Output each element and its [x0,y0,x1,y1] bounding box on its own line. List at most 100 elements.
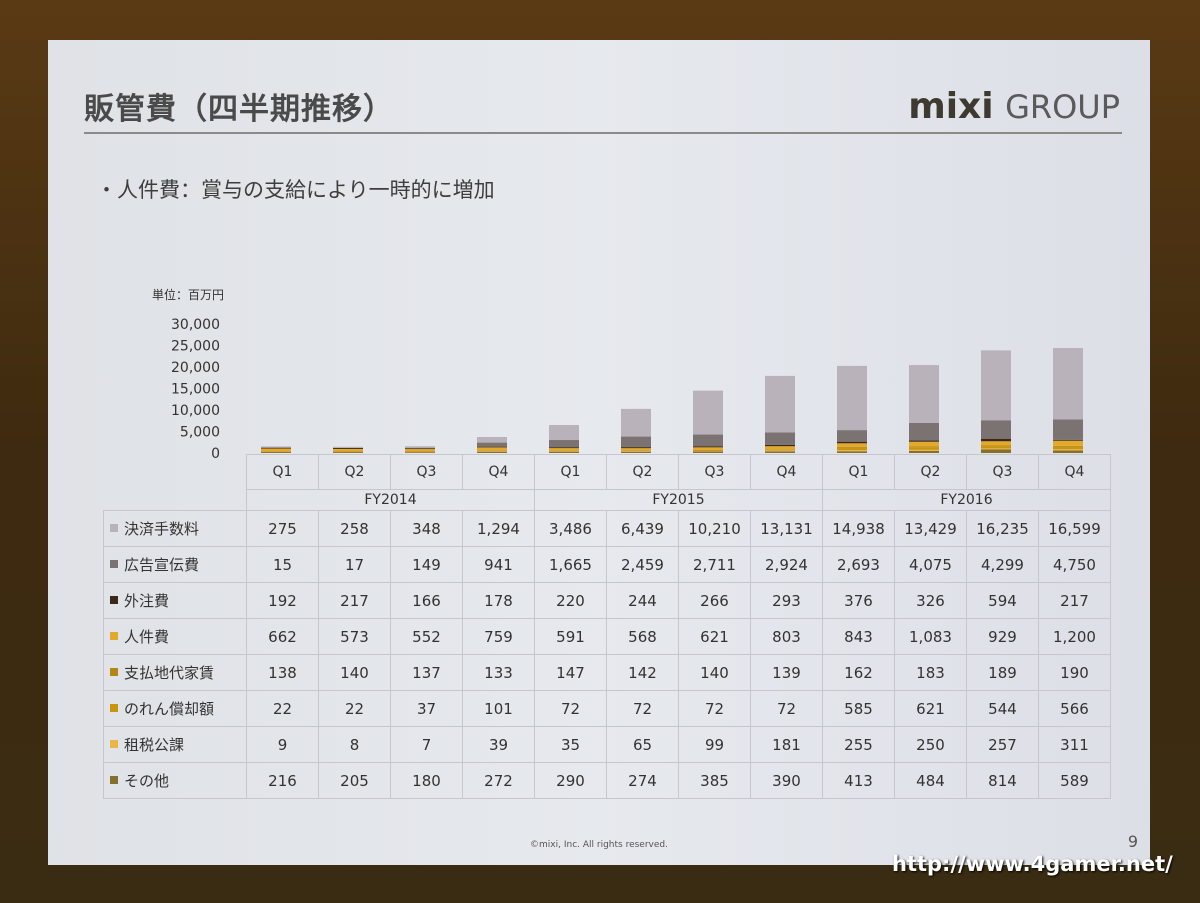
bar-segment [621,450,651,452]
bar-segment [405,452,435,453]
title-divider [84,132,1122,134]
bar-segment [261,447,291,449]
legend-swatch [110,704,118,712]
value-cell: 72 [606,690,679,727]
bar-segment [621,451,651,453]
bar-segment [837,430,867,442]
bar-segment [765,446,795,450]
series-name: 決済手数料 [124,520,200,538]
legend-swatch [110,596,118,604]
legend-swatch [110,740,118,748]
value-cell: 72 [750,690,823,727]
y-tick-label: 25,000 [171,339,220,355]
value-cell: 72 [534,690,607,727]
series-label: 人件費 [103,618,247,655]
value-cell: 183 [894,654,967,691]
value-cell: 137 [390,654,463,691]
bar-segment [477,442,507,447]
value-cell: 413 [822,762,895,799]
value-cell: 941 [462,546,535,583]
value-cell: 1,294 [462,510,535,547]
value-cell: 138 [246,654,319,691]
value-cell: 140 [678,654,751,691]
legend-swatch [110,776,118,784]
table-row: 租税公課 9 8 7 39 35 65 99 181 255 250 257 311 [103,726,1111,763]
unit-label: 単位：百万円 [152,288,225,302]
series-label: 広告宣伝費 [103,546,247,583]
value-cell: 594 [966,582,1039,619]
legend-swatch [110,632,118,640]
bar-segment [909,450,939,453]
value-cell: 275 [246,510,319,547]
bar-segment [981,420,1011,439]
bar-segment [693,451,723,453]
quarter-label: Q1 [822,454,895,490]
bar-segment [477,446,507,448]
series-name: その他 [124,772,170,790]
mixi-group-logo: mixi GROUP [908,86,1120,127]
bar-segment [549,440,579,448]
bar-segment [333,451,363,452]
bar-segment [549,447,579,449]
value-cell: 22 [246,690,319,727]
quarter-label: Q1 [534,454,607,490]
bar-segment [981,446,1011,449]
bar-segment [477,451,507,453]
value-cell: 484 [894,762,967,799]
value-cell: 101 [462,690,535,727]
value-cell: 192 [246,582,319,619]
value-cell: 1,083 [894,618,967,655]
table-row: その他 216 205 180 272 290 274 385 390 413 484 814 589 [103,762,1111,799]
bar-segment [765,450,795,452]
bar-segment [621,408,651,437]
fiscal-year-label: FY2014 [246,489,535,511]
value-cell: 2,459 [606,546,679,583]
series-label: 決済手数料 [103,510,247,547]
value-cell: 35 [534,726,607,763]
value-cell: 142 [606,654,679,691]
value-cell: 566 [1038,690,1111,727]
bar-segment [405,448,435,450]
bar-segment [477,437,507,443]
value-cell: 348 [390,510,463,547]
bar-segment [261,451,291,452]
value-cell: 4,075 [894,546,967,583]
value-cell: 662 [246,618,319,655]
value-cell: 166 [390,582,463,619]
value-cell: 4,750 [1038,546,1111,583]
series-name: のれん償却額 [124,700,215,718]
value-cell: 220 [534,582,607,619]
value-cell: 8 [318,726,391,763]
bar-segment [405,449,435,452]
fiscal-year-label: FY2015 [534,489,823,511]
bar-segment [333,448,363,452]
bar-segment [981,449,1011,453]
table-row: のれん償却額 22 22 37 101 72 72 72 72 585 621 544 566 [103,690,1111,727]
bar-segment [981,350,1011,421]
value-cell: 14,938 [822,510,895,547]
value-cell: 2,711 [678,546,751,583]
bar-segment [981,448,1011,450]
series-name: 外注費 [124,592,170,610]
value-cell: 10,210 [678,510,751,547]
data-table: Q1 Q2 Q3 Q4 Q1 Q2 Q3 Q4 Q1 Q2 Q3 Q4 FY2014 FY2015 FY20… [103,454,1111,799]
y-tick-label: 10,000 [171,403,220,419]
value-cell: 272 [462,762,535,799]
slide: 販管費（四半期推移） mixi GROUP ・人件費：賞与の支給により一時的に増… [48,40,1150,865]
bar-segment [765,451,795,453]
value-cell: 4,299 [966,546,1039,583]
bar-segment [549,451,579,453]
value-cell: 180 [390,762,463,799]
bar-segment [909,365,939,423]
value-cell: 621 [894,690,967,727]
value-cell: 376 [822,582,895,619]
series-name: 租税公課 [124,736,185,754]
value-cell: 568 [606,618,679,655]
quarter-label: Q3 [966,454,1039,490]
bar-segment [549,448,579,451]
value-cell: 217 [1038,582,1111,619]
value-cell: 162 [822,654,895,691]
value-cell: 205 [318,762,391,799]
table-row: 支払地代家賃 138 140 137 133 147 142 140 139 162 183 189 1… [103,654,1111,691]
series-label: その他 [103,762,247,799]
